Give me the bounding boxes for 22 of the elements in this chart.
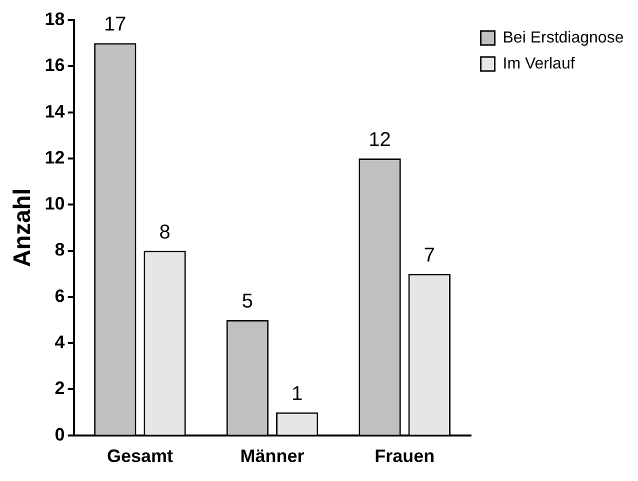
y-tick-label: 16: [44, 55, 65, 76]
y-tick-label: 0: [54, 424, 65, 444]
y-tick-label: 8: [54, 240, 65, 260]
data-label: 5: [242, 290, 254, 313]
data-label: 1: [292, 382, 303, 405]
legend-label: Bei Erstdiagnose: [502, 29, 624, 46]
data-label: 17: [104, 14, 126, 36]
y-tick-label: 18: [44, 8, 65, 29]
x-tick-label: Männer: [240, 446, 304, 466]
y-tick-label: 12: [44, 147, 65, 168]
data-label: 12: [368, 128, 391, 151]
y-tick-label: 14: [44, 101, 65, 122]
x-tick-label: Frauen: [374, 446, 435, 466]
y-tick-label: 2: [54, 378, 65, 398]
x-tick-label: Gesamt: [106, 446, 173, 466]
y-tick-label: 10: [44, 194, 65, 214]
y-tick-label: 4: [54, 332, 65, 352]
data-label: 8: [159, 221, 170, 244]
y-tick-label: 6: [54, 286, 65, 306]
legend-label: Im Verlauf: [502, 55, 576, 72]
data-label: 7: [424, 244, 435, 266]
y-axis-title: Anzahl: [9, 188, 36, 268]
